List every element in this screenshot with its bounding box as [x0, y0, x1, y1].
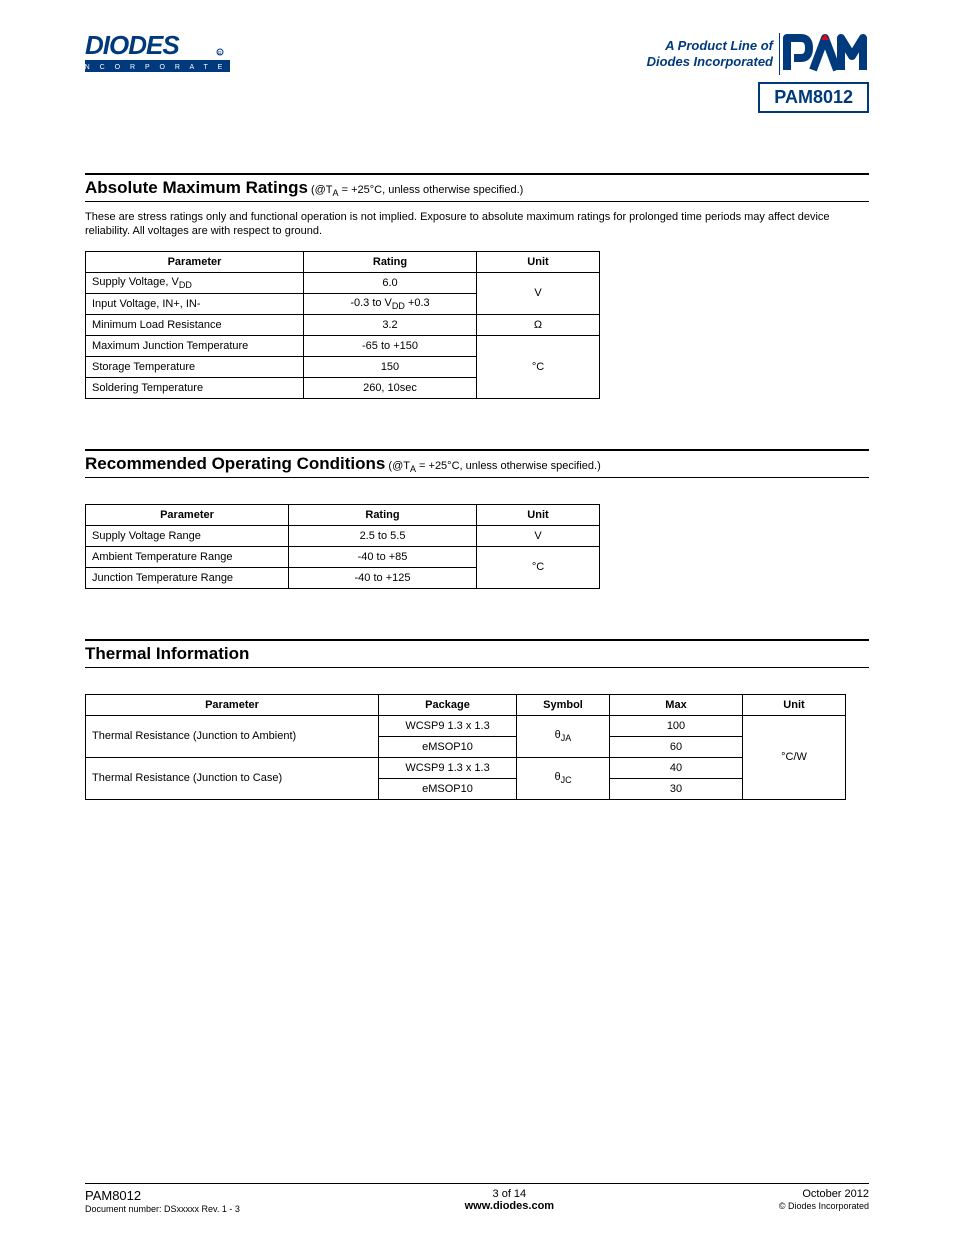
table-row: Supply Voltage, VDD6.0V	[86, 272, 600, 293]
col-header: Rating	[289, 504, 477, 525]
table-row: Minimum Load Resistance3.2Ω	[86, 314, 600, 335]
footer-url: www.diodes.com	[465, 1200, 554, 1212]
cell-param: Maximum Junction Temperature	[86, 335, 304, 356]
cell-rating: -40 to +125	[289, 567, 477, 588]
col-header: Rating	[304, 251, 477, 272]
cell-rating: 6.0	[304, 272, 477, 293]
section-heading-amr: Absolute Maximum Ratings (@TA = +25°C, u…	[85, 173, 869, 202]
col-header: Parameter	[86, 694, 379, 715]
cell-param: Soldering Temperature	[86, 377, 304, 398]
page-footer: PAM8012 Document number: DSxxxxx Rev. 1 …	[85, 1183, 869, 1215]
cell-package: eMSOP10	[379, 736, 517, 757]
cell-unit: °C/W	[743, 715, 846, 799]
section-title: Recommended Operating Conditions	[85, 454, 385, 473]
section-heading-thermal: Thermal Information	[85, 639, 869, 668]
cell-param: Supply Voltage Range	[86, 525, 289, 546]
table-row: Ambient Temperature Range-40 to +85°C	[86, 546, 600, 567]
cell-param: Thermal Resistance (Junction to Case)	[86, 757, 379, 799]
col-header: Parameter	[86, 504, 289, 525]
svg-text:R: R	[218, 51, 222, 57]
cell-symbol: θJC	[517, 757, 610, 799]
table-row: Maximum Junction Temperature-65 to +150°…	[86, 335, 600, 356]
cell-rating: 3.2	[304, 314, 477, 335]
cell-param: Input Voltage, IN+, IN-	[86, 293, 304, 314]
table-roc: ParameterRatingUnitSupply Voltage Range2…	[85, 504, 600, 589]
cell-rating: 150	[304, 356, 477, 377]
cell-rating: -40 to +85	[289, 546, 477, 567]
cell-rating: -65 to +150	[304, 335, 477, 356]
part-number: PAM8012	[774, 87, 853, 107]
section-heading-roc: Recommended Operating Conditions (@TA = …	[85, 449, 869, 478]
cell-max: 60	[610, 736, 743, 757]
table-row: Thermal Resistance (Junction to Ambient)…	[86, 715, 846, 736]
page-header: DIODES R I N C O R P O R A T E D A Produ…	[85, 30, 869, 113]
product-line-1: A Product Line of	[665, 38, 773, 53]
cell-param: Junction Temperature Range	[86, 567, 289, 588]
cell-max: 40	[610, 757, 743, 778]
cell-package: WCSP9 1.3 x 1.3	[379, 715, 517, 736]
cell-param: Supply Voltage, VDD	[86, 272, 304, 293]
part-number-box: PAM8012	[758, 82, 869, 113]
product-line-2: Diodes Incorporated	[647, 54, 773, 69]
svg-text:I N C O R P O R A T E D: I N C O R P O R A T E D	[85, 64, 230, 71]
cell-symbol: θJA	[517, 715, 610, 757]
cell-rating: -0.3 to VDD +0.3	[304, 293, 477, 314]
cell-package: eMSOP10	[379, 778, 517, 799]
footer-date: October 2012	[802, 1188, 869, 1200]
diodes-logo: DIODES R I N C O R P O R A T E D	[85, 30, 230, 78]
header-right: A Product Line of Diodes Incorporated PA…	[647, 30, 869, 113]
cell-param: Minimum Load Resistance	[86, 314, 304, 335]
section-title: Thermal Information	[85, 644, 249, 663]
col-header: Max	[610, 694, 743, 715]
section-title: Absolute Maximum Ratings	[85, 178, 308, 197]
footer-part: PAM8012	[85, 1188, 141, 1203]
cell-param: Thermal Resistance (Junction to Ambient)	[86, 715, 379, 757]
table-row: Supply Voltage Range2.5 to 5.5V	[86, 525, 600, 546]
cell-unit: V	[477, 525, 600, 546]
footer-copyright: © Diodes Incorporated	[779, 1201, 869, 1211]
table-row: Thermal Resistance (Junction to Case)WCS…	[86, 757, 846, 778]
table-amr: ParameterRatingUnitSupply Voltage, VDD6.…	[85, 251, 600, 399]
pam-logo	[779, 30, 869, 78]
table-thermal: ParameterPackageSymbolMaxUnitThermal Res…	[85, 694, 846, 800]
cell-unit: °C	[477, 546, 600, 588]
cell-unit: °C	[477, 335, 600, 398]
section1-note: These are stress ratings only and functi…	[85, 210, 869, 239]
cell-package: WCSP9 1.3 x 1.3	[379, 757, 517, 778]
col-header: Unit	[477, 504, 600, 525]
cell-unit: V	[477, 272, 600, 314]
cell-unit: Ω	[477, 314, 600, 335]
col-header: Unit	[743, 694, 846, 715]
col-header: Parameter	[86, 251, 304, 272]
cell-param: Storage Temperature	[86, 356, 304, 377]
cell-max: 100	[610, 715, 743, 736]
col-header: Package	[379, 694, 517, 715]
footer-page: 3 of 14	[493, 1188, 527, 1200]
cell-rating: 2.5 to 5.5	[289, 525, 477, 546]
cell-max: 30	[610, 778, 743, 799]
cell-param: Ambient Temperature Range	[86, 546, 289, 567]
col-header: Unit	[477, 251, 600, 272]
footer-docnum: Document number: DSxxxxx Rev. 1 - 3	[85, 1204, 240, 1214]
cell-rating: 260, 10sec	[304, 377, 477, 398]
col-header: Symbol	[517, 694, 610, 715]
